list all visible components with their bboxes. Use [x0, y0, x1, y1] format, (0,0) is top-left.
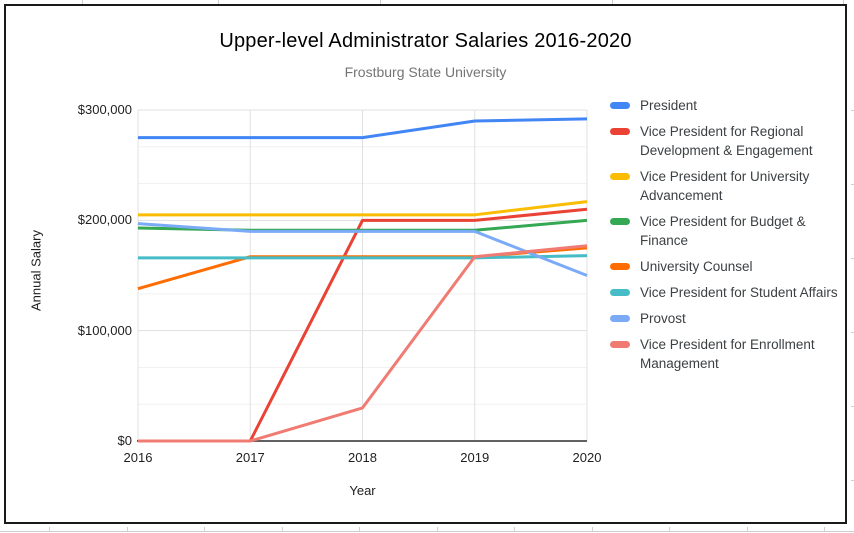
- sheet-gridline: [851, 480, 854, 481]
- legend-item[interactable]: Provost: [610, 309, 847, 328]
- x-axis-title: Year: [349, 483, 376, 498]
- sheet-gridline: [851, 258, 854, 259]
- series-line-provost[interactable]: [137, 222, 588, 277]
- legend-item[interactable]: President: [610, 96, 847, 115]
- chart-container[interactable]: Upper-level Administrator Salaries 2016-…: [4, 4, 847, 524]
- legend-label: Vice President for Budget & Finance: [640, 214, 806, 248]
- x-tick-label: 2018: [348, 450, 377, 465]
- legend-label: Provost: [640, 311, 686, 326]
- sheet-gridline: [843, 0, 844, 4]
- legend-label: University Counsel: [640, 259, 753, 274]
- legend-swatch: [610, 315, 630, 322]
- sheet-gridline: [127, 527, 128, 531]
- sheet-gridline: [282, 527, 283, 531]
- legend: President Vice President for Regional Dev…: [606, 96, 847, 380]
- legend-item[interactable]: University Counsel: [610, 257, 847, 276]
- sheet-gridline: [851, 184, 854, 185]
- series-line-vice-president-for-university-advancement[interactable]: [138, 200, 588, 217]
- series-line-vice-president-for-student-affairs[interactable]: [138, 254, 588, 260]
- sheet-gridline: [851, 332, 854, 333]
- series-line-vice-president-for-enrollment-management[interactable]: [138, 244, 588, 443]
- chart-title: Upper-level Administrator Salaries 2016-…: [219, 30, 632, 52]
- legend-label: Vice President for Enrollment Management: [640, 337, 815, 371]
- sheet-gridline: [437, 527, 438, 531]
- x-tick-label: 2019: [460, 450, 490, 465]
- legend-swatch: [610, 173, 630, 180]
- x-tick-label: 2016: [123, 450, 153, 465]
- series-line-president[interactable]: [138, 117, 588, 140]
- legend-swatch: [610, 341, 630, 348]
- legend-label: President: [640, 98, 698, 113]
- legend-swatch: [610, 218, 630, 225]
- sheet-gridline: [380, 0, 381, 4]
- legend-label: Vice President for Student Affairs: [640, 285, 838, 300]
- legend-item[interactable]: Vice President for Regional Development …: [610, 122, 847, 160]
- chart-inner: Upper-level Administrator Salaries 2016-…: [6, 6, 845, 522]
- legend-swatch: [610, 102, 630, 109]
- legend-item[interactable]: Vice President for Budget & Finance: [610, 212, 847, 250]
- legend-label: Vice President for University Advancemen…: [640, 169, 810, 203]
- legend-item[interactable]: Vice President for Enrollment Management: [610, 335, 847, 373]
- sheet-gridline: [851, 406, 854, 407]
- sheet-gridline: [824, 527, 825, 531]
- sheet-gridline: [612, 0, 613, 4]
- y-tick-label: $300,000: [77, 102, 132, 117]
- sheet-gridline: [514, 527, 515, 531]
- legend-swatch: [610, 128, 630, 135]
- legend-swatch: [610, 289, 630, 296]
- x-tick-label: 2020: [572, 450, 602, 465]
- sheet-gridline: [359, 527, 360, 531]
- y-tick-label: $200,000: [77, 212, 132, 228]
- sheet-gridline: [747, 527, 748, 531]
- plot-area: [137, 109, 588, 443]
- sheet-gridline: [49, 527, 50, 531]
- x-tick-label: 2017: [235, 450, 265, 465]
- sheet-gridline: [0, 531, 854, 532]
- sheet-gridline: [218, 0, 219, 4]
- y-tick-label: $100,000: [77, 322, 132, 338]
- y-tick-label: $0: [117, 433, 132, 448]
- sheet-gridline: [851, 110, 854, 111]
- legend-item[interactable]: Vice President for Student Affairs: [610, 283, 847, 302]
- legend-label: Vice President for Regional Development …: [640, 124, 813, 158]
- chart-subtitle: Frostburg State University: [344, 64, 507, 80]
- legend-item[interactable]: Vice President for University Advancemen…: [610, 167, 847, 205]
- legend-swatch: [610, 263, 630, 270]
- sheet-gridline: [669, 527, 670, 531]
- sheet-gridline: [204, 527, 205, 531]
- sheet-gridline: [592, 527, 593, 531]
- sheet-gridline: [82, 0, 83, 4]
